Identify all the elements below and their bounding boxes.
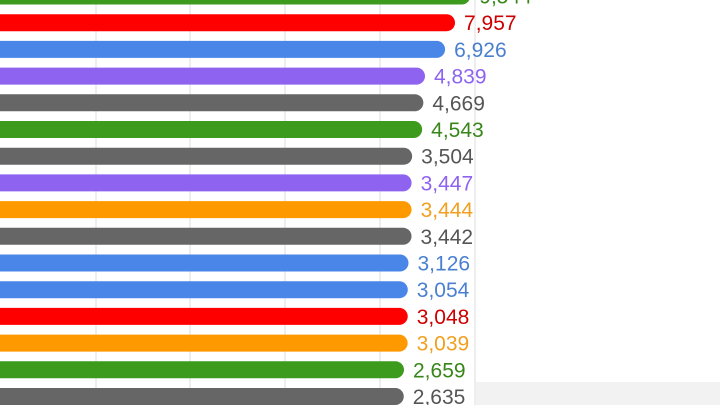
bar bbox=[0, 254, 409, 272]
bar bbox=[0, 94, 424, 112]
bar bbox=[0, 227, 412, 245]
bar-value-label: 3,054 bbox=[417, 279, 470, 302]
bar-value-label: 4,839 bbox=[434, 66, 487, 89]
bar-value-label: 4,669 bbox=[432, 92, 485, 115]
bar-value-label: 3,444 bbox=[421, 199, 474, 222]
bar-value-label: 2,659 bbox=[413, 359, 466, 382]
bar-value-label: 3,126 bbox=[418, 253, 471, 276]
bar bbox=[0, 14, 456, 32]
bar bbox=[0, 388, 404, 405]
bar bbox=[0, 67, 425, 85]
bar-value-label: 3,447 bbox=[421, 172, 474, 195]
bar-value-label: 3,039 bbox=[417, 333, 470, 356]
bar bbox=[0, 0, 470, 5]
bar bbox=[0, 334, 408, 352]
bar bbox=[0, 174, 412, 192]
bar-value-label: 4,543 bbox=[431, 119, 484, 142]
bar bbox=[0, 147, 413, 165]
bar bbox=[0, 201, 412, 219]
bar-value-label: 3,442 bbox=[421, 226, 474, 249]
bar bbox=[0, 121, 423, 138]
bar bbox=[0, 281, 408, 299]
bar-value-label: 6,926 bbox=[454, 39, 507, 62]
bar-value-label: 9,544 bbox=[479, 0, 532, 9]
bar bbox=[0, 40, 446, 58]
overlay-box bbox=[476, 382, 720, 405]
bar bbox=[0, 361, 405, 379]
bar-value-label: 2,635 bbox=[413, 386, 466, 405]
bar-value-label: 3,504 bbox=[421, 146, 474, 169]
bar-value-label: 3,048 bbox=[417, 306, 470, 329]
bar-value-label: 7,957 bbox=[464, 12, 517, 35]
bar bbox=[0, 307, 408, 325]
